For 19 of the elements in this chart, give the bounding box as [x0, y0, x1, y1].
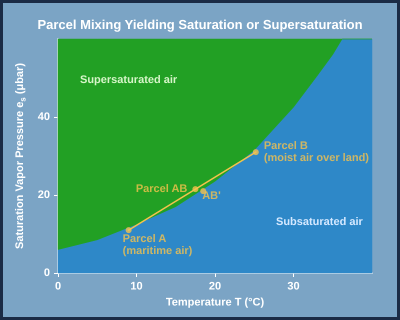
series-label: Parcel A (maritime air): [122, 233, 193, 258]
x-axis-title: Temperature T (°C): [166, 296, 264, 308]
y-axis-title: Saturation Vapor Pressure es (μbar): [14, 62, 28, 250]
series-label: Parcel B (moist air over land): [264, 140, 370, 164]
x-tick-label: 10: [130, 280, 143, 292]
x-tick-label: 0: [54, 280, 62, 292]
series-label: Parcel AB: [136, 183, 188, 196]
x-tick-label: 20: [208, 280, 222, 292]
y-tick-label: 0: [44, 267, 50, 279]
point: [126, 227, 132, 234]
y-tick-label: 20: [38, 189, 50, 201]
point: [192, 186, 198, 192]
annotation: Supersaturated air: [80, 74, 178, 86]
x-tick-label: 30: [287, 280, 300, 292]
point: [252, 149, 259, 156]
series-label: AB': [202, 190, 222, 202]
annotation: Subsaturated air: [276, 216, 364, 228]
chart-title: Parcel Mixing Yielding Saturation or Supersaturation: [37, 17, 363, 32]
y-tick-label: 40: [38, 111, 50, 123]
